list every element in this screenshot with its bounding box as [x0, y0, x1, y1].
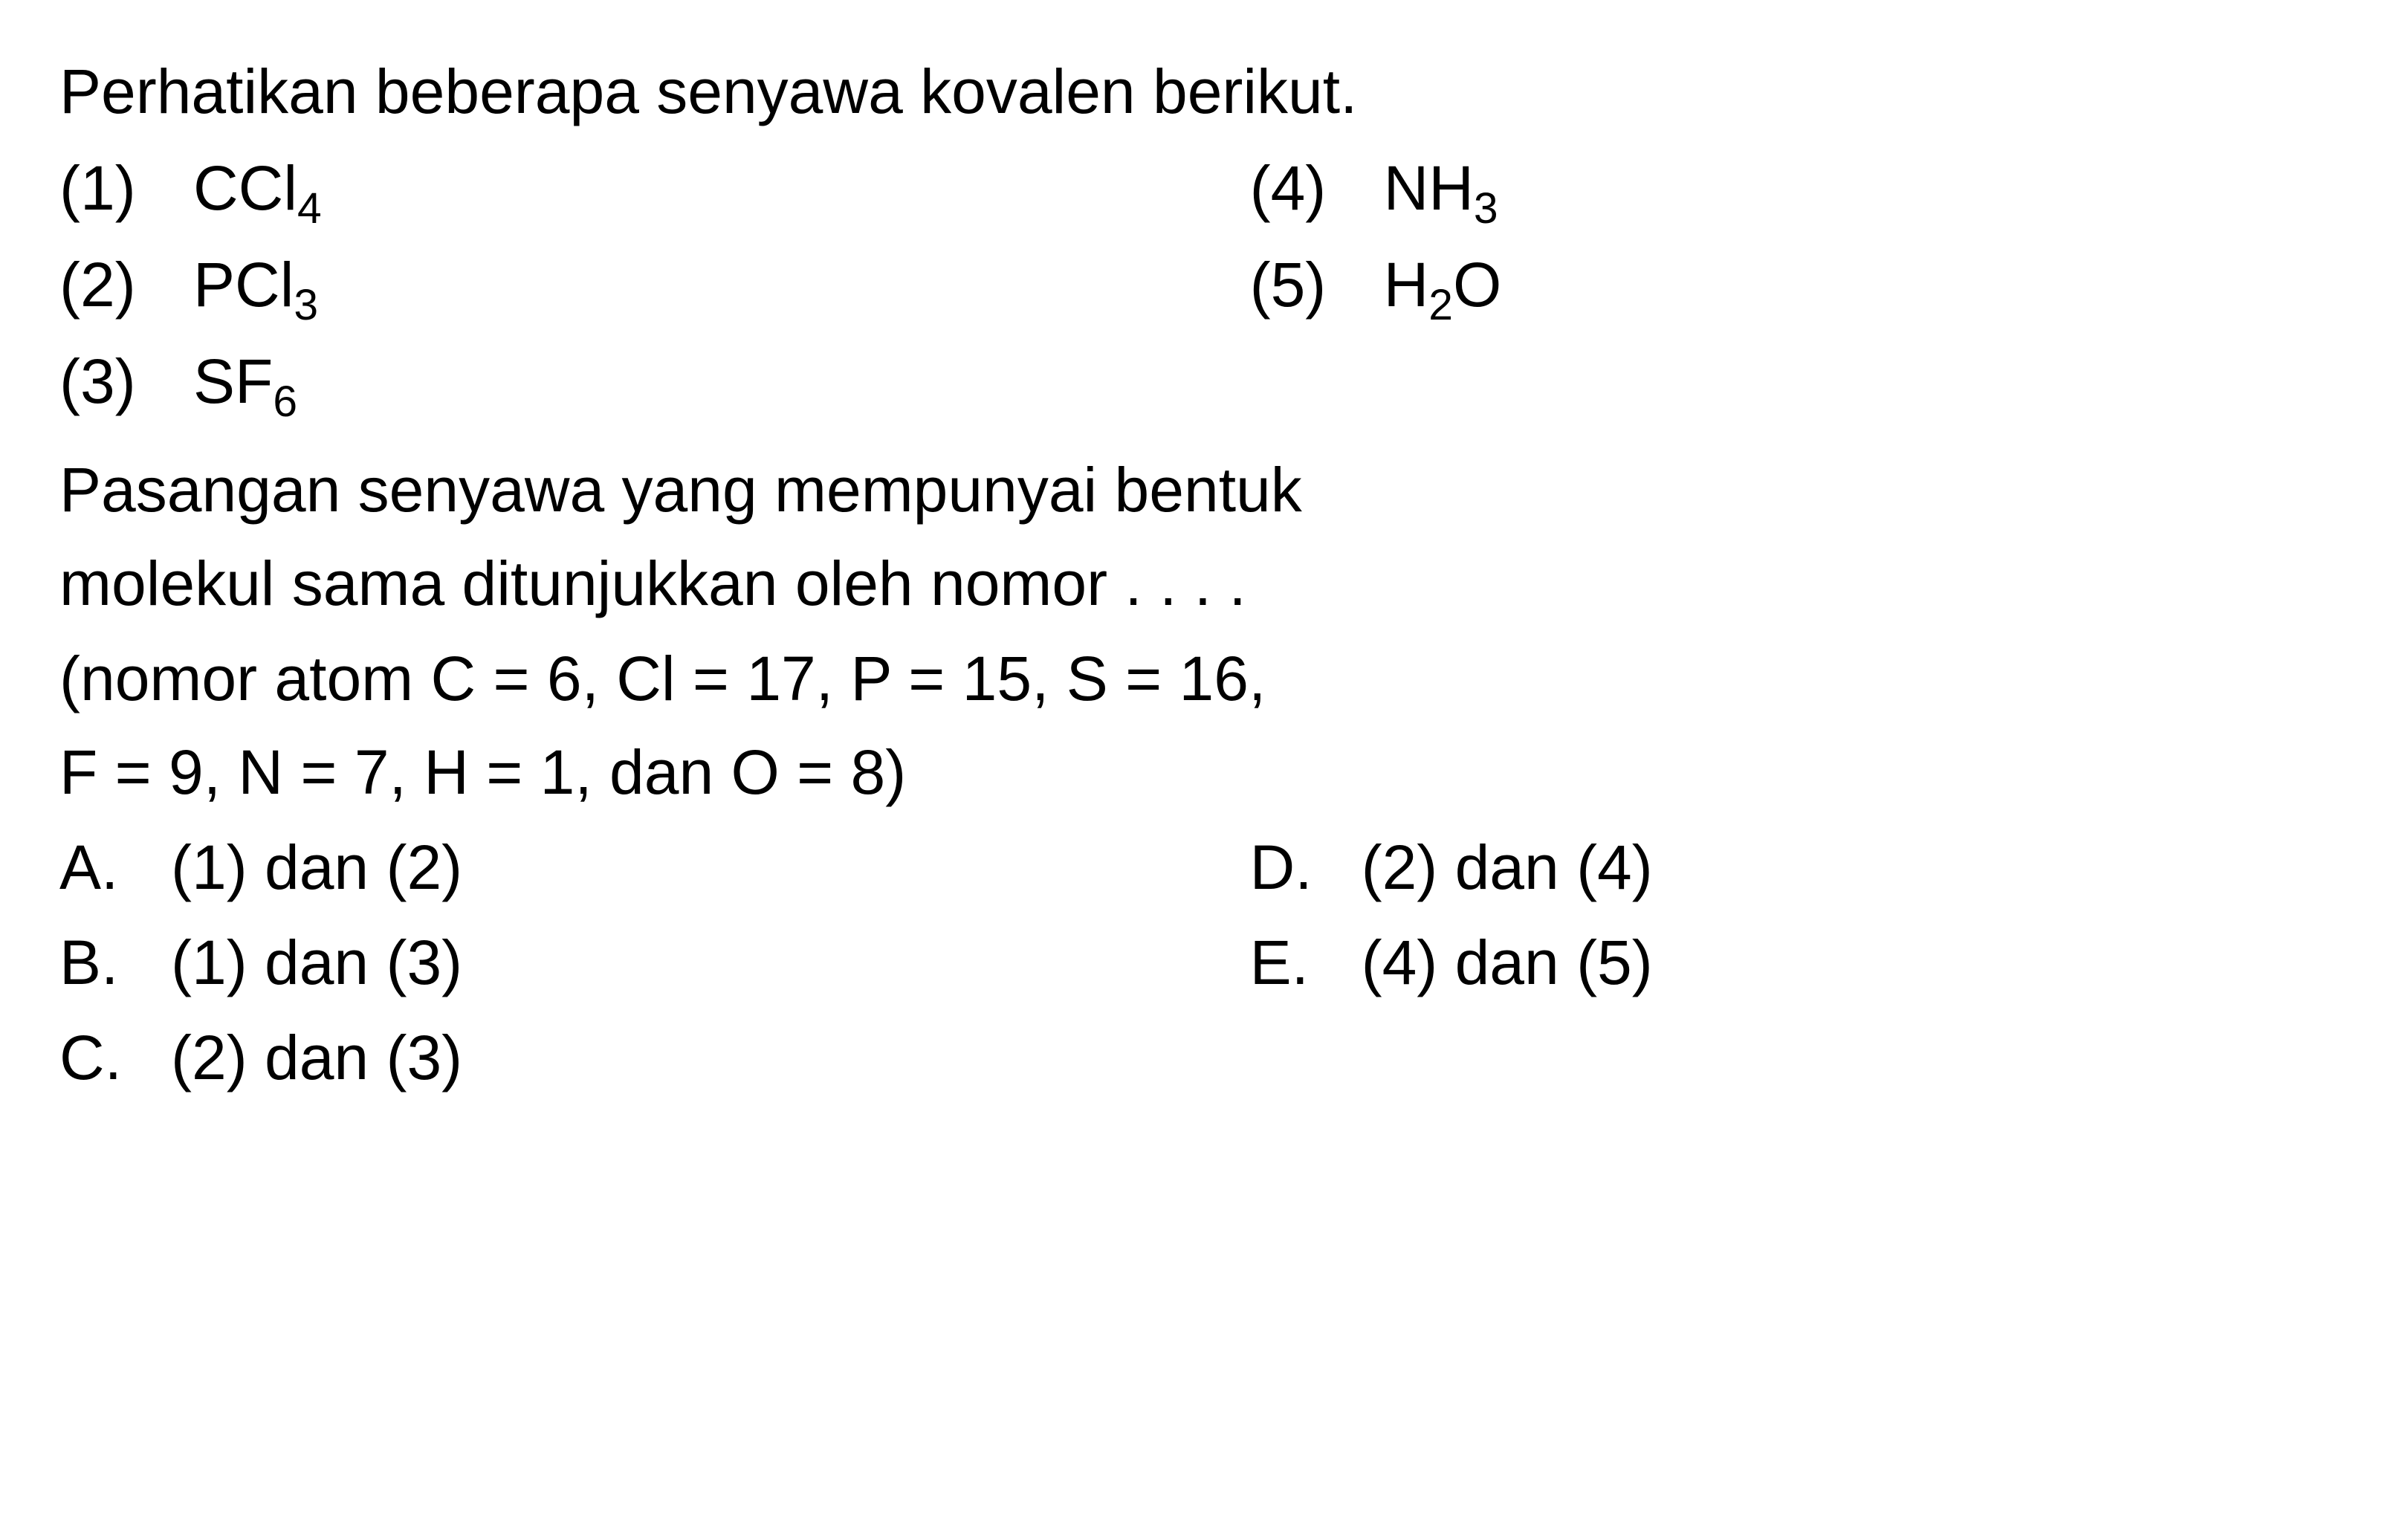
- compound-formula: CCl4: [193, 141, 322, 235]
- answer-text: (2) dan (4): [1362, 820, 1653, 914]
- question-line-1: Pasangan senyawa yang mempunyai bentuk: [59, 443, 2349, 537]
- compound-1: (1) CCl4: [59, 141, 1250, 235]
- compound-row-1: (1) CCl4 (4) NH3: [59, 141, 2349, 235]
- compound-number: (1): [59, 141, 193, 235]
- compound-5: (5) H2O: [1250, 238, 2349, 331]
- compound-formula: H2O: [1384, 238, 1502, 331]
- answer-row-3: C. (2) dan (3): [59, 1011, 2349, 1104]
- compound-row-2: (2) PCl3 (5) H2O: [59, 238, 2349, 331]
- answer-letter: A.: [59, 820, 171, 914]
- question-line-2: molekul sama ditunjukkan oleh nomor . . …: [59, 537, 2349, 630]
- answer-a: A. (1) dan (2): [59, 820, 1250, 914]
- compound-formula: SF6: [193, 334, 297, 428]
- compound-3: (3) SF6: [59, 334, 1250, 428]
- atom-line-2: F = 9, N = 7, H = 1, dan O = 8): [59, 725, 2349, 819]
- compound-number: (2): [59, 238, 193, 331]
- answer-row-2: B. (1) dan (3) E. (4) dan (5): [59, 916, 2349, 1009]
- compound-row-3: (3) SF6: [59, 334, 2349, 428]
- question-intro: Perhatikan beberapa senyawa kovalen beri…: [59, 45, 2349, 138]
- answer-text: (1) dan (3): [171, 916, 462, 1009]
- answer-letter: D.: [1250, 820, 1362, 914]
- compound-number: (4): [1250, 141, 1384, 235]
- atom-line-1: (nomor atom C = 6, Cl = 17, P = 15, S = …: [59, 632, 2349, 725]
- answer-e: E. (4) dan (5): [1250, 916, 2349, 1009]
- answer-text: (1) dan (2): [171, 820, 462, 914]
- answer-d: D. (2) dan (4): [1250, 820, 2349, 914]
- compound-formula: PCl3: [193, 238, 318, 331]
- answer-row-1: A. (1) dan (2) D. (2) dan (4): [59, 820, 2349, 914]
- compound-4: (4) NH3: [1250, 141, 2349, 235]
- compound-2: (2) PCl3: [59, 238, 1250, 331]
- question-body: Pasangan senyawa yang mempunyai bentuk m…: [59, 443, 2349, 630]
- answer-letter: C.: [59, 1011, 171, 1104]
- answer-c: C. (2) dan (3): [59, 1011, 1250, 1104]
- atom-numbers: (nomor atom C = 6, Cl = 17, P = 15, S = …: [59, 632, 2349, 819]
- compound-number: (5): [1250, 238, 1384, 331]
- answer-text: (4) dan (5): [1362, 916, 1653, 1009]
- compound-formula: NH3: [1384, 141, 1498, 235]
- answer-letter: B.: [59, 916, 171, 1009]
- answer-letter: E.: [1250, 916, 1362, 1009]
- answer-b: B. (1) dan (3): [59, 916, 1250, 1009]
- answer-text: (2) dan (3): [171, 1011, 462, 1104]
- compound-number: (3): [59, 334, 193, 428]
